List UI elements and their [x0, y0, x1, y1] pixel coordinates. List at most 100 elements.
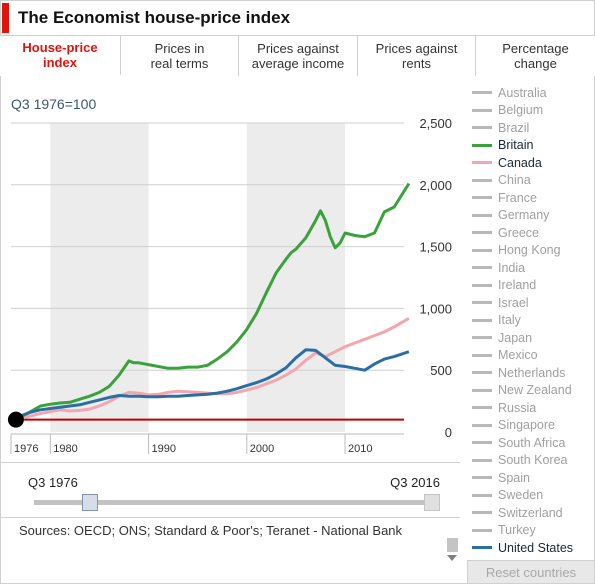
legend-swatch: [472, 476, 492, 479]
scroll-down-icon[interactable]: [447, 555, 457, 561]
legend-swatch: [472, 301, 492, 304]
legend-label: Switzerland: [498, 505, 563, 520]
legend-swatch: [472, 546, 492, 549]
x-tick-label: 2000: [250, 443, 274, 455]
legend-label: Netherlands: [498, 365, 566, 380]
line-chart: 0 500 1,000 1,500 2,000 2,500 1976 1980 1990 200…: [7, 116, 452, 455]
legend-swatch: [472, 336, 492, 339]
legend-item[interactable]: Hong Kong: [468, 242, 595, 259]
legend-item[interactable]: Canada: [468, 154, 595, 171]
legend-item[interactable]: Israel: [468, 294, 595, 311]
legend-label: Singapore: [498, 418, 555, 432]
slider-start-handle[interactable]: [82, 494, 98, 511]
legend-scrollbar[interactable]: [445, 520, 459, 561]
time-range-slider: Q3 1976 Q3 2016: [0, 462, 460, 518]
legend-label: Mexico: [498, 348, 538, 362]
legend-swatch: [472, 248, 492, 252]
slider-start-label: Q3 1976: [28, 475, 78, 490]
legend-item[interactable]: Australia: [468, 84, 595, 101]
legend-label: South Africa: [498, 435, 566, 450]
legend-label: South Korea: [498, 453, 568, 467]
legend-swatch: [472, 388, 492, 392]
start-marker: [7, 411, 24, 428]
tab-prices-vs-rents[interactable]: Prices against rents: [358, 36, 476, 76]
legend-swatch: [472, 91, 492, 94]
legend-label: Canada: [498, 155, 542, 170]
legend-swatch: [472, 406, 492, 409]
tab-prices-vs-income[interactable]: Prices against average income: [239, 36, 358, 76]
legend-item[interactable]: Italy: [468, 312, 595, 329]
y-tick-label: 2,500: [419, 116, 452, 131]
reset-countries-button[interactable]: Reset countries: [467, 560, 595, 584]
legend-item[interactable]: Turkey: [468, 522, 595, 539]
legend-label: Italy: [498, 313, 521, 327]
x-tick-label: 1980: [53, 443, 77, 455]
legend-item[interactable]: Russia: [468, 399, 595, 416]
legend-swatch: [472, 371, 492, 374]
y-tick-label: 0: [445, 425, 452, 440]
legend-label: Turkey: [498, 523, 536, 537]
legend-label: India: [498, 260, 526, 275]
legend-label: United States: [498, 540, 574, 555]
legend-item[interactable]: Sweden: [468, 487, 595, 504]
legend-label: Hong Kong: [498, 243, 561, 257]
legend-item[interactable]: Germany: [468, 207, 595, 224]
decade-band: [50, 123, 149, 432]
legend-label: Germany: [498, 208, 550, 222]
legend-label: Sweden: [498, 488, 544, 502]
tab-bar: House-price index Prices in real terms P…: [0, 36, 595, 76]
y-tick-label: 1,000: [419, 301, 452, 316]
brand-marker: [2, 3, 9, 33]
legend-swatch: [472, 161, 492, 164]
legend-swatch: [472, 266, 492, 269]
tab-percentage-change[interactable]: Percentage change: [476, 36, 595, 76]
legend-item[interactable]: Singapore: [468, 417, 595, 434]
legend-label: Russia: [498, 400, 537, 415]
legend-item[interactable]: France: [468, 189, 595, 206]
slider-track[interactable]: [34, 500, 438, 505]
legend-swatch: [472, 108, 492, 112]
legend-swatch: [472, 511, 492, 514]
legend-swatch: [472, 178, 492, 182]
x-tick-label: 2010: [348, 443, 372, 455]
legend-item[interactable]: Switzerland: [468, 504, 595, 521]
legend-item[interactable]: Greece: [468, 224, 595, 241]
x-tick-label: 1976: [14, 443, 38, 455]
legend-item[interactable]: Ireland: [468, 277, 595, 294]
legend-item[interactable]: Belgium: [468, 102, 595, 119]
country-legend: Australia Belgium Brazil Britain Canada China…: [468, 84, 595, 562]
legend-label: Brazil: [498, 120, 530, 135]
legend-label: Britain: [498, 138, 534, 152]
legend-item[interactable]: South Africa: [468, 434, 595, 451]
legend-item[interactable]: New Zealand: [468, 382, 595, 399]
legend-swatch: [472, 353, 492, 357]
legend-label: France: [498, 190, 537, 205]
tab-prices-real-terms[interactable]: Prices in real terms: [121, 36, 239, 76]
legend-swatch: [472, 441, 492, 444]
legend-item[interactable]: United States: [468, 539, 595, 556]
y-tick-label: 1,500: [419, 240, 452, 255]
legend-swatch: [472, 493, 492, 497]
legend-item[interactable]: Brazil: [468, 119, 595, 136]
y-tick-label: 500: [430, 363, 452, 378]
legend-label: China: [498, 173, 531, 187]
legend-swatch: [472, 143, 492, 147]
tab-house-price-index[interactable]: House-price index: [0, 36, 121, 76]
legend-item[interactable]: Netherlands: [468, 364, 595, 381]
legend-item[interactable]: Japan: [468, 329, 595, 346]
legend-label: Israel: [498, 295, 529, 310]
legend-item[interactable]: Mexico: [468, 347, 595, 364]
legend-item[interactable]: South Korea: [468, 452, 595, 469]
legend-swatch: [472, 126, 492, 129]
legend-label: Australia: [498, 85, 547, 100]
legend-item[interactable]: China: [468, 172, 595, 189]
legend-item[interactable]: Spain: [468, 469, 595, 486]
legend-swatch: [472, 196, 492, 199]
legend-swatch: [472, 528, 492, 532]
legend-item[interactable]: India: [468, 259, 595, 276]
slider-end-handle[interactable]: [424, 494, 440, 511]
legend-swatch: [472, 231, 492, 234]
scroll-thumb[interactable]: [447, 538, 458, 552]
legend-item[interactable]: Britain: [468, 137, 595, 154]
legend-label: Japan: [498, 330, 533, 345]
